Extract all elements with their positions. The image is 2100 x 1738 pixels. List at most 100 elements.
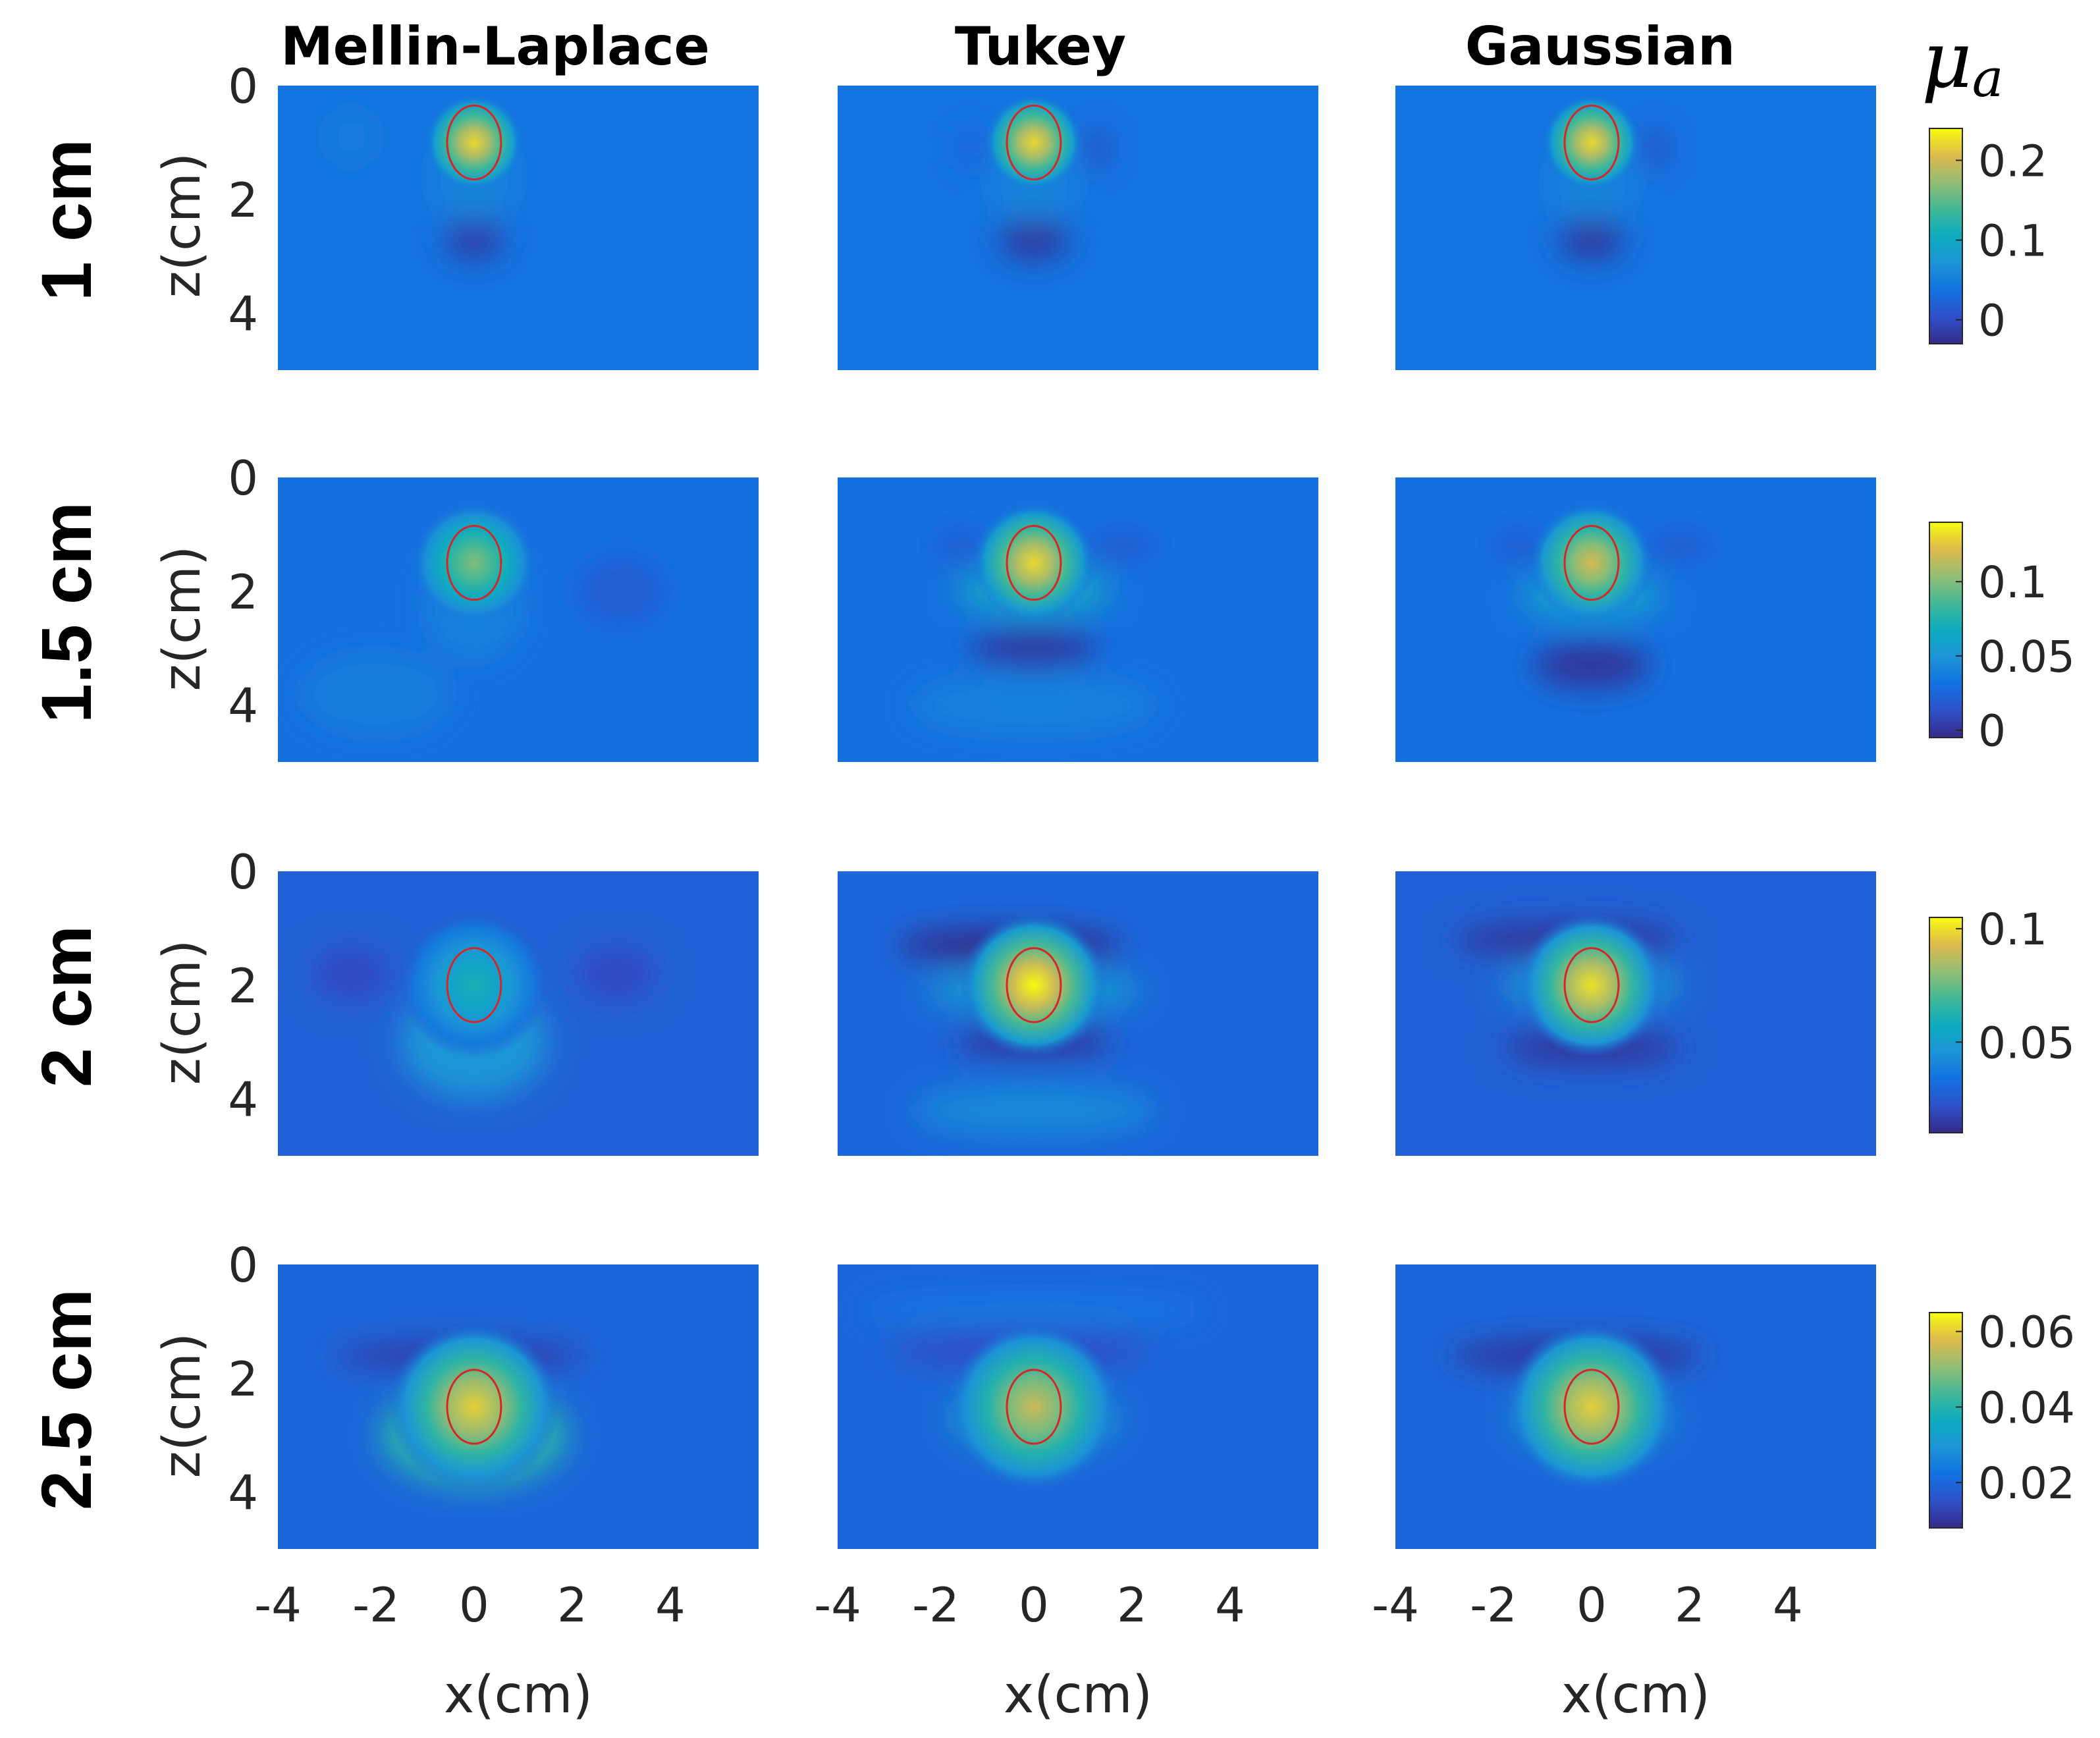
colorbar-symbol-mu: μ bbox=[1922, 14, 1972, 105]
target-peak bbox=[972, 502, 1096, 624]
colorbar-tick-label: 0.1 bbox=[1978, 557, 2047, 608]
panel-field bbox=[1454, 912, 1681, 1065]
target-peak bbox=[960, 912, 1108, 1058]
colorbar-tick-label: 0 bbox=[1978, 706, 2006, 757]
colorbar-group: 0.2 0.1 0 0.1 0.05 0 0.1 0.05 0.06 0.04 0.02 bbox=[1929, 128, 2075, 1529]
colorbar-tick-label: 0.05 bbox=[1978, 632, 2075, 682]
x-tick-label: -4 bbox=[254, 1577, 302, 1633]
heatmap-panel-r4-mellin-laplace: 0 2 4 -4 -2 0 2 4 bbox=[228, 1237, 759, 1633]
colorbar-tick-label: 0.1 bbox=[1978, 216, 2047, 267]
heatmap-panel-r1-gaussian bbox=[1395, 86, 1876, 370]
colorbar-tick-label: 0 bbox=[1978, 296, 2006, 346]
colorbar-tick-label: 0.2 bbox=[1978, 136, 2047, 186]
inclusion-outline bbox=[446, 1369, 502, 1445]
inclusion-outline bbox=[446, 104, 502, 181]
target-peak bbox=[984, 94, 1083, 191]
field-blob bbox=[444, 219, 504, 259]
y-tick-label: 4 bbox=[228, 1072, 258, 1127]
colorbar-r1: 0.2 0.1 0 bbox=[1929, 128, 2047, 346]
heatmap-panel-r2-gaussian bbox=[1395, 477, 1876, 762]
x-tick-label: 2 bbox=[1117, 1577, 1147, 1633]
y-tick-label: 2 bbox=[228, 173, 258, 228]
x-tick-label: 2 bbox=[557, 1577, 587, 1633]
colorbar-symbol-subscript: a bbox=[1972, 47, 2004, 109]
panel-field bbox=[302, 502, 666, 734]
column-title-tukey: Tukey bbox=[955, 16, 1126, 77]
row-label-1-5cm: 1.5 cm bbox=[26, 502, 106, 723]
colorbar-gradient bbox=[1929, 128, 1963, 344]
heatmap-panel-r4-tukey: -4 -2 0 2 4 bbox=[814, 1264, 1318, 1633]
y-axis-label-row4: z(cm) bbox=[153, 1333, 212, 1479]
inclusion-outline bbox=[446, 947, 502, 1023]
field-blob bbox=[957, 128, 983, 169]
inclusion-outline bbox=[1563, 947, 1620, 1023]
y-axis-label-row1: z(cm) bbox=[153, 153, 212, 298]
heatmap-panel-r4-gaussian: -4 -2 0 2 4 bbox=[1372, 1264, 1876, 1633]
inclusion-outline bbox=[446, 524, 502, 601]
field-blob bbox=[935, 534, 985, 557]
field-blob bbox=[302, 653, 450, 734]
row-label-1cm: 1 cm bbox=[26, 139, 106, 301]
target-peak bbox=[1542, 94, 1641, 191]
x-tick-label: 4 bbox=[1215, 1577, 1245, 1633]
field-blob bbox=[577, 945, 656, 1002]
colorbar-symbol: μa bbox=[1922, 14, 2003, 109]
field-blob bbox=[327, 108, 376, 165]
heatmap-panel-r2-tukey bbox=[838, 477, 1318, 762]
field-blob bbox=[1645, 534, 1715, 557]
field-blob bbox=[862, 1293, 1206, 1328]
inclusion-outline bbox=[1006, 1369, 1062, 1445]
y-axis-label-row3: z(cm) bbox=[153, 940, 212, 1085]
panel-field bbox=[312, 912, 656, 1099]
y-tick-label: 4 bbox=[228, 1465, 258, 1521]
x-tick-label: -2 bbox=[352, 1577, 400, 1633]
y-tick-label: 2 bbox=[228, 564, 258, 620]
row-label-2-5cm: 2.5 cm bbox=[26, 1289, 106, 1510]
field-blob bbox=[911, 1085, 1157, 1136]
column-title-gaussian: Gaussian bbox=[1465, 16, 1735, 77]
inclusion-outline bbox=[1563, 1369, 1620, 1445]
panel-grid: 0 2 4 0 2 4 0 2 4 0 2 4 -4 -2 0 2 4 -4 -2 0 2 4 -4 -2 0 2 4 bbox=[228, 59, 1876, 1633]
colorbar-tick-label: 0.1 bbox=[1978, 904, 2047, 955]
heatmap-panel-r1-mellin-laplace: 0 2 4 bbox=[228, 59, 759, 370]
y-tick-label: 0 bbox=[228, 844, 258, 900]
colorbar-r2: 0.1 0.05 0 bbox=[1929, 522, 2075, 757]
target-peak bbox=[425, 94, 524, 191]
x-tick-label: 4 bbox=[1773, 1577, 1803, 1633]
field-blob bbox=[1085, 128, 1110, 169]
target-peak bbox=[1530, 502, 1654, 624]
y-tick-label: 0 bbox=[228, 59, 258, 114]
inclusion-outline bbox=[1006, 524, 1062, 601]
colorbar-r4: 0.06 0.04 0.02 bbox=[1929, 1307, 2075, 1529]
colorbar-r3: 0.1 0.05 bbox=[1929, 904, 2075, 1133]
y-tick-label: 0 bbox=[228, 1237, 258, 1293]
target-peak bbox=[400, 912, 548, 1058]
target-peak bbox=[388, 1322, 560, 1492]
colorbar-tick-label: 0.04 bbox=[1978, 1382, 2075, 1433]
x-axis-label-col2: x(cm) bbox=[1004, 1666, 1152, 1725]
target-peak bbox=[412, 502, 536, 624]
panel-field bbox=[1449, 1322, 1705, 1492]
x-tick-label: 0 bbox=[1019, 1577, 1049, 1633]
y-axis-label-row2: z(cm) bbox=[153, 546, 212, 692]
target-peak bbox=[1518, 912, 1665, 1058]
field-blob bbox=[1643, 128, 1668, 169]
field-blob bbox=[1087, 534, 1157, 557]
column-title-mellin-laplace: Mellin-Laplace bbox=[281, 16, 710, 77]
field-blob bbox=[999, 219, 1069, 259]
inclusion-outline bbox=[1006, 947, 1062, 1023]
x-tick-label: -4 bbox=[814, 1577, 861, 1633]
y-tick-label: 0 bbox=[228, 450, 258, 506]
x-tick-label: 4 bbox=[655, 1577, 686, 1633]
target-peak bbox=[1505, 1322, 1678, 1492]
x-tick-label: -4 bbox=[1372, 1577, 1419, 1633]
panel-field bbox=[862, 1293, 1206, 1492]
x-axis-label-col1: x(cm) bbox=[444, 1666, 593, 1725]
x-tick-label: 0 bbox=[1576, 1577, 1607, 1633]
y-tick-label: 2 bbox=[228, 958, 258, 1014]
colorbar-tick-label: 0.05 bbox=[1978, 1018, 2075, 1068]
y-tick-label: 4 bbox=[228, 286, 258, 342]
field-blob bbox=[970, 631, 1098, 666]
inclusion-outline bbox=[1006, 104, 1062, 181]
